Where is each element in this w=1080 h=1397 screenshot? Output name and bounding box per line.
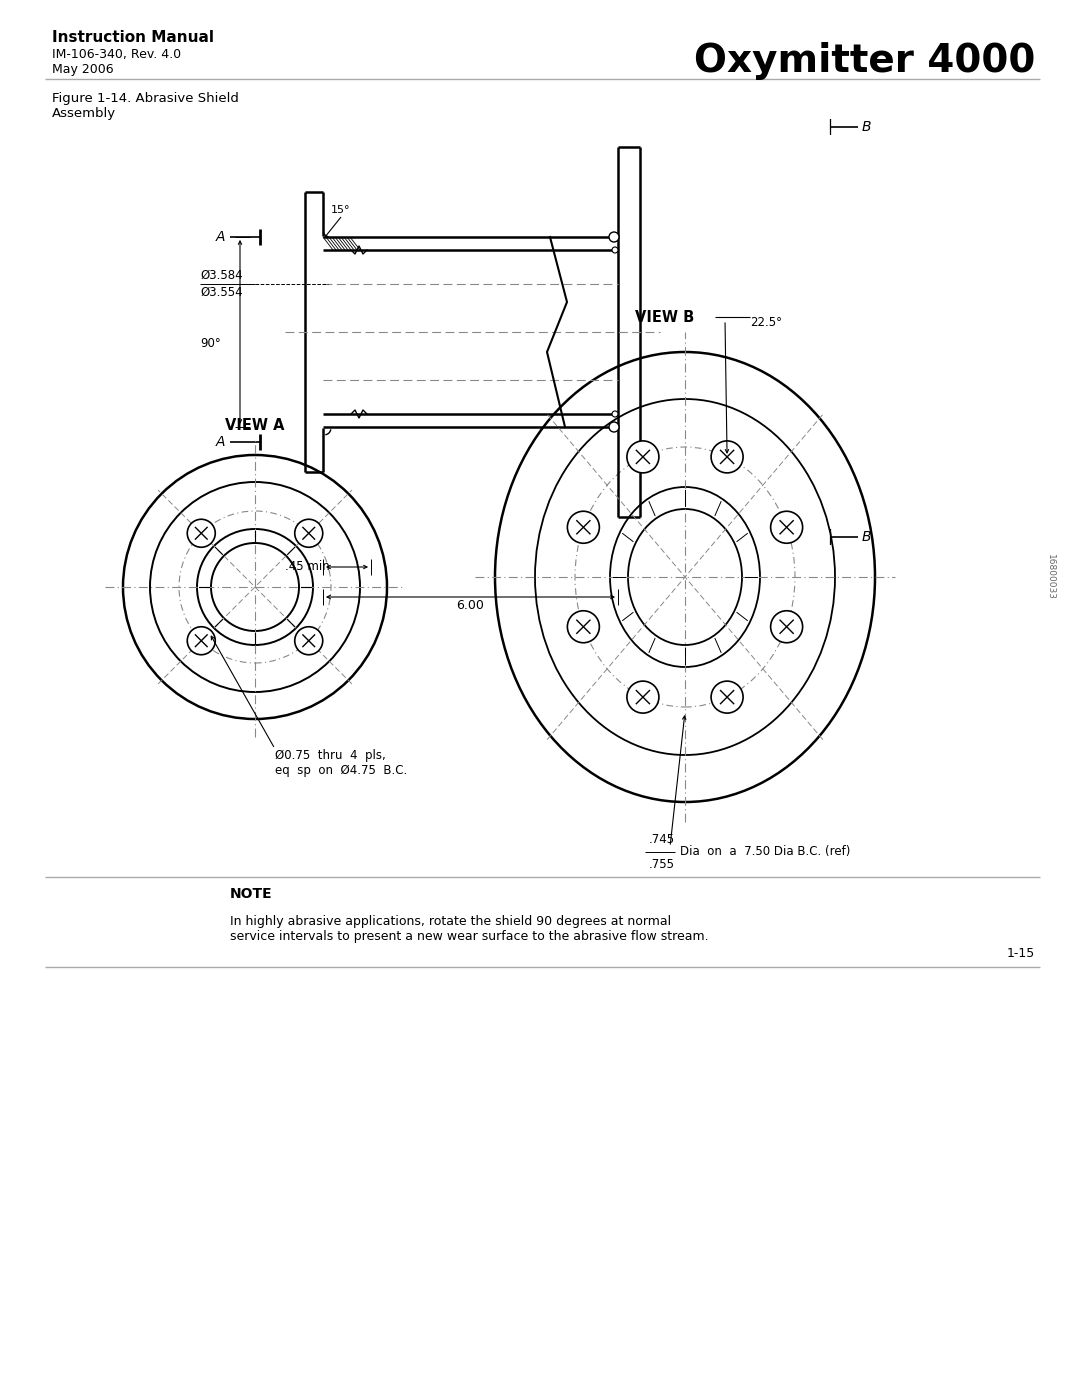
Text: .45 min: .45 min <box>285 560 329 574</box>
Text: VIEW A: VIEW A <box>226 418 285 433</box>
Circle shape <box>609 232 619 242</box>
Text: B: B <box>862 120 872 134</box>
Text: In highly abrasive applications, rotate the shield 90 degrees at normal
service : In highly abrasive applications, rotate … <box>230 915 708 943</box>
Circle shape <box>295 520 323 548</box>
Text: May 2006: May 2006 <box>52 63 113 75</box>
Text: Ø3.584: Ø3.584 <box>200 270 243 282</box>
Circle shape <box>771 610 802 643</box>
Text: |: | <box>827 529 833 545</box>
Circle shape <box>612 247 618 253</box>
Text: Dia  on  a  7.50 Dia B.C. (ref): Dia on a 7.50 Dia B.C. (ref) <box>680 845 850 859</box>
Circle shape <box>187 627 215 655</box>
Circle shape <box>612 411 618 416</box>
Text: 22.5°: 22.5° <box>750 316 782 328</box>
Text: NOTE: NOTE <box>230 887 272 901</box>
Circle shape <box>711 682 743 712</box>
Text: Ø0.75  thru  4  pls,
eq  sp  on  Ø4.75  B.C.: Ø0.75 thru 4 pls, eq sp on Ø4.75 B.C. <box>275 749 407 777</box>
Text: |: | <box>827 119 833 136</box>
Text: VIEW B: VIEW B <box>635 310 694 324</box>
Text: Ø3.554: Ø3.554 <box>200 286 243 299</box>
Circle shape <box>609 422 619 432</box>
Circle shape <box>626 441 659 474</box>
Text: .755: .755 <box>649 858 675 870</box>
Circle shape <box>295 627 323 655</box>
Text: 1-15: 1-15 <box>1007 947 1035 960</box>
Text: 15°: 15° <box>330 205 351 215</box>
Circle shape <box>626 682 659 712</box>
Text: 6.00: 6.00 <box>457 599 485 612</box>
Text: 16800033: 16800033 <box>1045 555 1054 599</box>
Text: Instruction Manual: Instruction Manual <box>52 29 214 45</box>
Text: Figure 1-14. Abrasive Shield
Assembly: Figure 1-14. Abrasive Shield Assembly <box>52 92 239 120</box>
Text: .745: .745 <box>649 833 675 847</box>
Text: A: A <box>216 434 225 448</box>
Circle shape <box>771 511 802 543</box>
Text: 90°: 90° <box>200 337 220 351</box>
Text: Oxymitter 4000: Oxymitter 4000 <box>693 42 1035 80</box>
Circle shape <box>567 610 599 643</box>
Text: A: A <box>216 231 225 244</box>
Circle shape <box>567 511 599 543</box>
Text: IM-106-340, Rev. 4.0: IM-106-340, Rev. 4.0 <box>52 47 181 61</box>
Text: B: B <box>862 529 872 543</box>
Circle shape <box>711 441 743 474</box>
Circle shape <box>187 520 215 548</box>
